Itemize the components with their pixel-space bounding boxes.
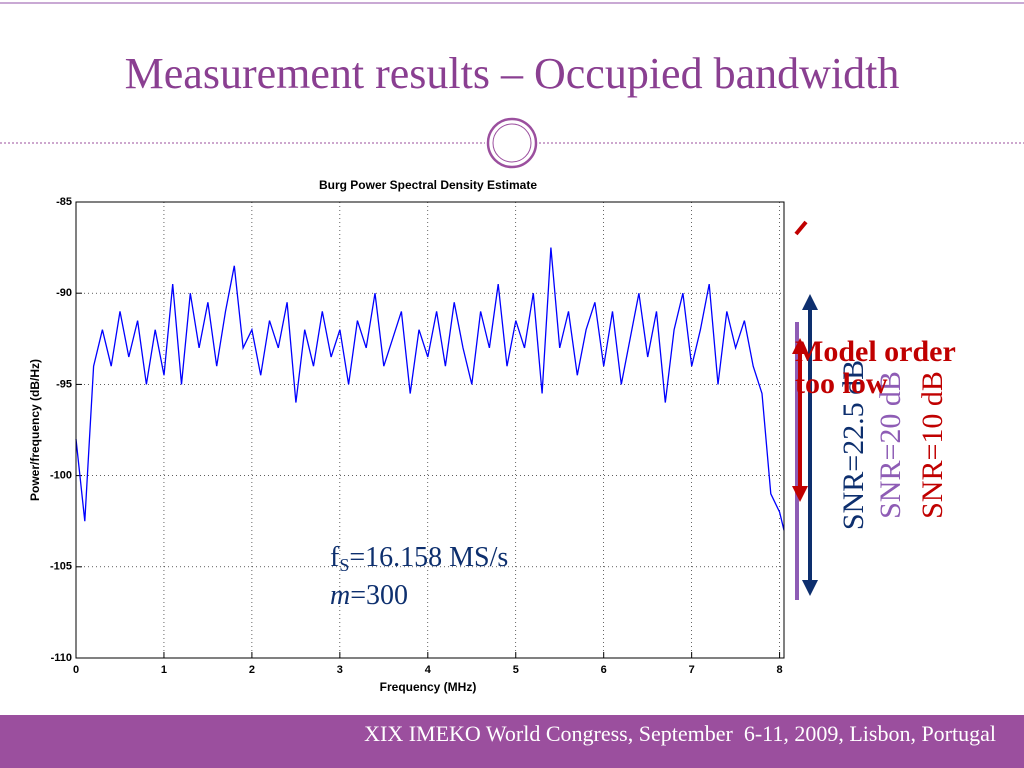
annotation-part: m <box>330 580 350 611</box>
axes-box <box>75 201 785 659</box>
x-tick-label: 0 <box>73 664 79 676</box>
plot-area <box>76 202 784 658</box>
y-tick-label: -85 <box>56 196 72 208</box>
y-axis-label: Power/frequency (dB/Hz) <box>28 359 42 501</box>
y-tick-label: -110 <box>51 652 72 664</box>
arrowhead <box>802 294 818 310</box>
ornament <box>492 123 532 163</box>
annotation-part: =300 <box>350 580 408 611</box>
annotation: Model order too low <box>795 335 956 400</box>
arrowhead <box>792 486 808 502</box>
x-tick-label: 1 <box>161 664 167 676</box>
x-tick-label: 7 <box>689 664 695 676</box>
x-tick-label: 4 <box>425 664 432 676</box>
mark <box>794 220 808 236</box>
annotation: fS=16.158 MS/s <box>330 542 508 575</box>
chart-title: Burg Power Spectral Density Estimate <box>319 178 537 192</box>
x-axis-label: Frequency (MHz) <box>380 680 477 694</box>
y-tick-label: -90 <box>56 287 72 299</box>
ornament <box>486 117 538 169</box>
x-tick-label: 6 <box>601 664 607 676</box>
y-tick-label: -100 <box>50 470 72 482</box>
arrowhead <box>792 338 808 354</box>
annotation-part: =16.158 MS/s <box>349 542 508 573</box>
snr-label: SNR=22.5 dB <box>837 360 870 530</box>
y-tick-label: -95 <box>56 378 72 390</box>
snr-label: SNR=10 dB <box>916 371 949 519</box>
x-tick-label: 2 <box>249 664 255 676</box>
footer-band <box>0 715 1024 768</box>
slide-title: Measurement results – Occupied bandwidth <box>125 49 900 98</box>
line <box>75 247 785 531</box>
annotation: m=300 <box>330 580 408 611</box>
snr-label: SNR=20 dB <box>874 371 907 519</box>
footer: XIX IMEKO World Congress, September 6-11… <box>364 721 996 746</box>
arrowhead <box>802 580 818 596</box>
y-tick-label: -105 <box>50 561 72 573</box>
annotation-part: f <box>330 542 340 573</box>
annotation-part: S <box>339 555 349 575</box>
x-tick-label: 3 <box>337 664 343 676</box>
x-tick-label: 5 <box>513 664 519 676</box>
x-tick-label: 8 <box>777 664 783 676</box>
